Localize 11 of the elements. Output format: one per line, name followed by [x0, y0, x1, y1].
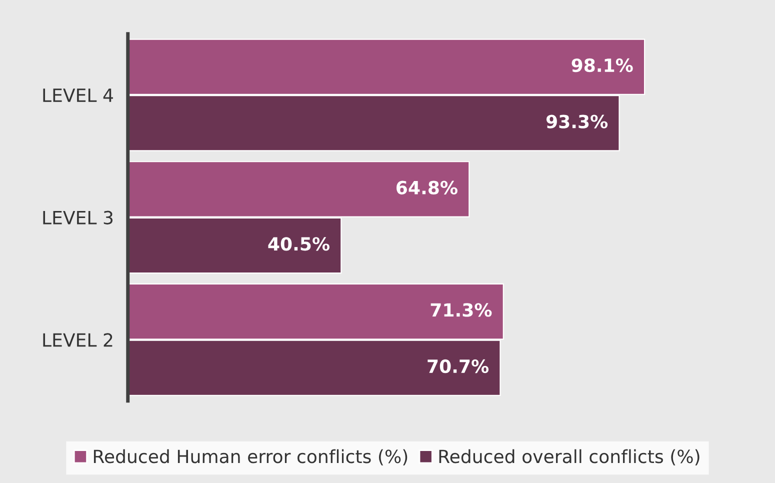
data-label: 70.7% — [428, 359, 489, 374]
y-tick-label: LEVEL 3 — [43, 210, 113, 224]
data-label: 64.8% — [396, 180, 458, 194]
legend-label: Reduced overall conflicts (%) — [439, 449, 700, 466]
data-label: 40.5% — [268, 237, 330, 251]
data-label: 93.3% — [546, 114, 608, 128]
data-label: 71.3% — [430, 303, 492, 317]
data-label: 98.1% — [572, 58, 633, 72]
y-tick-label: LEVEL 4 — [43, 88, 113, 102]
legend-label: Reduced Human error conflicts (%) — [94, 449, 408, 466]
y-tick-label: LEVEL 2 — [43, 333, 112, 347]
